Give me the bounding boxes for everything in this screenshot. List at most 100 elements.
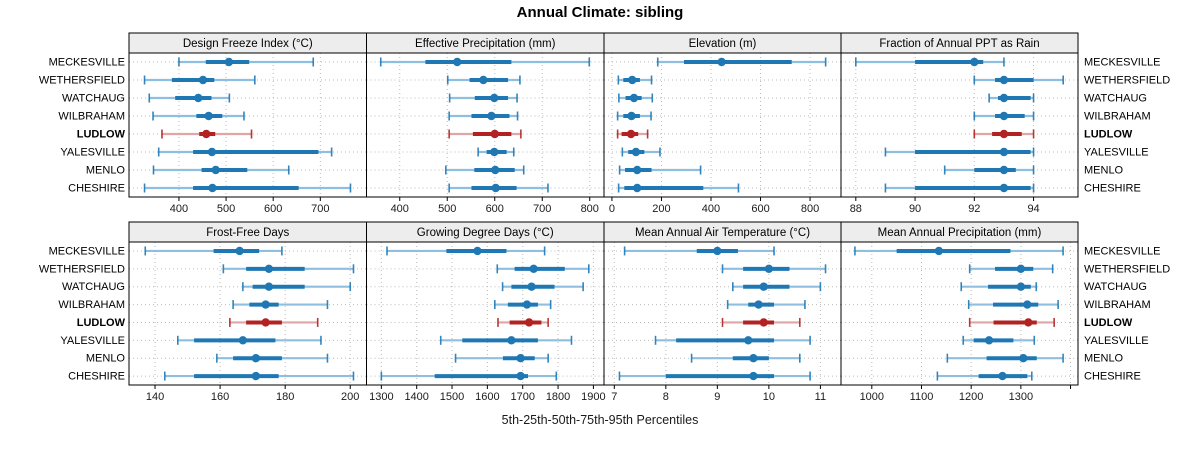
- axis-tick-label: 600: [751, 203, 769, 215]
- axis-tick-label: 800: [581, 203, 599, 215]
- median-dot: [998, 371, 1007, 381]
- median-dot: [754, 300, 763, 309]
- percentile-row-wilbraham: [232, 300, 329, 310]
- panel-border: [128, 241, 367, 386]
- panel-strip-title: Frost-Free Days: [206, 227, 289, 239]
- percentile-row-watchaug: [501, 282, 584, 292]
- percentile-row-yalesville: [654, 335, 811, 345]
- percentile-row-menlo: [946, 353, 1064, 363]
- percentile-row-wethersfield: [496, 264, 590, 274]
- percentile-row-cheshire: [936, 371, 1033, 381]
- median-dot: [1024, 318, 1033, 327]
- row-label-left-wilbraham: WILBRAHAM: [58, 111, 125, 123]
- median-dot: [717, 57, 726, 67]
- median-dot: [208, 183, 217, 193]
- row-label-left-menlo: MENLO: [86, 353, 126, 365]
- median-dot: [264, 282, 274, 291]
- median-dot: [198, 75, 208, 85]
- percentile-row-wethersfield: [968, 264, 1054, 274]
- row-label-left-watchaug: WATCHAUG: [62, 93, 125, 105]
- axis-tick-label: 180: [276, 391, 294, 403]
- median-dot: [487, 111, 496, 121]
- panel-strip-title: Fraction of Annual PPT as Rain: [879, 38, 1039, 50]
- panel-border: [840, 241, 1079, 386]
- percentile-row-wethersfield: [973, 75, 1064, 85]
- panel-growing-degree-days-c: Growing Degree Days (°C) 1300 1400 1500 1600…: [366, 221, 606, 403]
- percentile-row-cheshire: [884, 183, 1035, 193]
- median-dot: [934, 246, 944, 256]
- median-dot: [1023, 300, 1032, 309]
- percentile-row-meckesville: [623, 246, 775, 256]
- axis-tick-label: 8: [663, 391, 669, 403]
- median-dot: [479, 75, 488, 85]
- row-label-right-wethersfield: WETHERSFIELD: [1084, 75, 1170, 87]
- percentile-row-watchaug: [618, 93, 654, 103]
- percentile-row-cheshire: [163, 371, 355, 381]
- median-dot: [264, 264, 274, 274]
- median-dot: [251, 371, 261, 381]
- percentile-row-yalesville: [621, 147, 661, 157]
- axis-tick-label: 700: [311, 203, 329, 215]
- axis-tick-label: 500: [217, 203, 235, 215]
- axis-tick-label: 600: [486, 203, 504, 215]
- panel-strip-title: Elevation (m): [689, 38, 757, 50]
- percentile-row-wethersfield: [143, 75, 256, 85]
- row-label-left-yalesville: YALESVILLE: [60, 335, 125, 347]
- percentile-row-ludlow: [229, 317, 319, 327]
- panel-border: [840, 52, 1079, 198]
- median-dot: [759, 318, 768, 327]
- percentile-row-meckesville: [379, 57, 591, 67]
- median-dot: [632, 183, 642, 193]
- row-label-right-ludlow: LUDLOW: [1084, 129, 1133, 141]
- percentile-row-wethersfield: [446, 75, 521, 85]
- axis-tick-label: 1000: [860, 391, 884, 403]
- axis-tick-label: 9: [714, 391, 720, 403]
- panel-design-freeze-index-c: Design Freeze Index (°C) 400 500 600 700: [128, 32, 367, 215]
- median-dot: [1016, 264, 1026, 274]
- percentile-row-menlo: [216, 353, 329, 363]
- percentile-row-wilbraham: [152, 111, 245, 121]
- panel-border: [366, 241, 605, 386]
- panel-strip-title: Mean Annual Air Temperature (°C): [635, 227, 810, 239]
- row-label-right-wilbraham: WILBRAHAM: [1084, 111, 1151, 123]
- panel-mean-annual-air-temperature-c: Mean Annual Air Temperature (°C) 7 8 9 10 11: [603, 221, 842, 403]
- axis-tick-label: 200: [341, 391, 359, 403]
- median-dot: [507, 336, 516, 345]
- row-label-right-yalesville: YALESVILLE: [1084, 335, 1149, 347]
- axis-tick-label: 400: [170, 203, 188, 215]
- percentile-row-watchaug: [242, 282, 352, 292]
- percentile-row-menlo: [943, 165, 1035, 175]
- axis-tick-label: 1800: [546, 391, 570, 403]
- row-label-right-cheshire: CHESHIRE: [1084, 183, 1141, 195]
- median-dot: [473, 246, 482, 256]
- row-label-left-ludlow: LUDLOW: [77, 317, 126, 329]
- median-dot: [999, 93, 1009, 103]
- median-dot: [261, 300, 270, 309]
- panel-strip-title: Effective Precipitation (mm): [415, 38, 556, 50]
- percentile-row-yalesville: [177, 335, 322, 345]
- median-dot: [632, 165, 642, 175]
- percentile-row-wethersfield: [617, 75, 653, 85]
- median-dot: [235, 246, 244, 256]
- percentile-row-ludlow: [497, 317, 549, 327]
- median-dot: [524, 318, 534, 327]
- median-dot: [1016, 282, 1026, 291]
- axis-tick-label: 88: [850, 203, 862, 215]
- median-dot: [999, 129, 1009, 139]
- percentile-row-wilbraham: [726, 300, 806, 310]
- median-dot: [759, 282, 768, 291]
- axis-tick-label: 1400: [404, 391, 428, 403]
- row-label-right-menlo: MENLO: [1084, 353, 1124, 365]
- median-dot: [1019, 353, 1028, 363]
- median-dot: [516, 371, 525, 381]
- panel-mean-annual-precipitation-mm: Mean Annual Precipitation (mm) 1000 1100 12…: [840, 221, 1079, 403]
- median-dot: [628, 75, 637, 85]
- percentile-row-wilbraham: [616, 111, 652, 121]
- row-label-left-watchaug: WATCHAUG: [62, 281, 125, 293]
- row-label-left-meckesville: MECKESVILLE: [49, 245, 125, 257]
- percentile-row-meckesville: [656, 57, 827, 67]
- median-dot: [261, 318, 270, 327]
- median-dot: [629, 93, 639, 103]
- median-dot: [522, 300, 532, 309]
